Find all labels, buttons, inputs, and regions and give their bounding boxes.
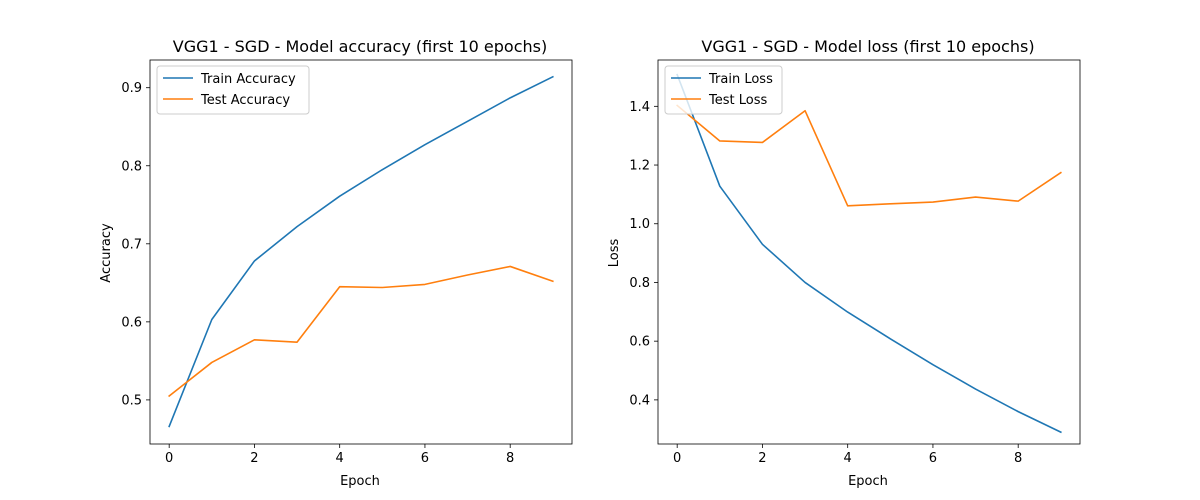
accuracy-legend-box [156, 65, 310, 115]
legend-label-train-accuracy: Train Accuracy [200, 72, 296, 87]
legend-label-test-loss: Test Loss [708, 93, 767, 108]
loss-plot-frame [657, 59, 1081, 445]
accuracy-y-tick-label: 0.7 [121, 237, 142, 252]
loss-y-tick-label: 0.6 [629, 335, 650, 350]
series-line-train-accuracy [168, 75, 554, 428]
accuracy-series [168, 75, 554, 428]
accuracy-x-tick-label: 0 [165, 451, 173, 466]
loss-x-tick-label: 6 [929, 451, 937, 466]
loss-x-tick-label: 0 [673, 451, 681, 466]
accuracy-chart-title: VGG1 - SGD - Model accuracy (first 10 ep… [173, 37, 547, 56]
accuracy-x-tick-label: 8 [506, 451, 514, 466]
accuracy-y-tick-label: 0.9 [121, 81, 142, 96]
legend-label-train-loss: Train Loss [708, 72, 773, 87]
accuracy-ticks: 0 2 4 6 8 0.5 0.6 0.7 0.8 0.9 [121, 81, 514, 466]
accuracy-x-tick-label: 6 [421, 451, 429, 466]
loss-legend: Train Loss Test Loss [664, 65, 783, 115]
loss-y-tick-label: 1.4 [629, 100, 650, 115]
legend-label-test-accuracy: Test Accuracy [200, 93, 290, 108]
loss-y-tick-label: 0.4 [629, 393, 650, 408]
accuracy-x-axis-label: Epoch [340, 474, 380, 489]
accuracy-chart: VGG1 - SGD - Model accuracy (first 10 ep… [99, 37, 573, 489]
loss-chart: VGG1 - SGD - Model loss (first 10 epochs… [607, 37, 1081, 489]
loss-series [676, 73, 1062, 434]
loss-chart-title: VGG1 - SGD - Model loss (first 10 epochs… [701, 37, 1034, 56]
loss-y-tick-label: 1.0 [629, 217, 650, 232]
loss-x-tick-label: 8 [1014, 451, 1022, 466]
accuracy-plot-frame [149, 59, 573, 445]
loss-x-tick-label: 2 [758, 451, 766, 466]
loss-x-axis-label: Epoch [848, 474, 888, 489]
loss-ticks: 0 2 4 6 8 0.4 0.6 0.8 1.0 1.2 1.4 [629, 100, 1022, 466]
loss-y-tick-label: 0.8 [629, 276, 650, 291]
loss-y-tick-label: 1.2 [629, 159, 650, 174]
loss-x-tick-label: 4 [844, 451, 852, 466]
accuracy-x-tick-label: 2 [250, 451, 258, 466]
series-line-test-accuracy [168, 265, 554, 398]
accuracy-legend: Train Accuracy Test Accuracy [156, 65, 310, 115]
series-line-test-loss [676, 104, 1062, 207]
accuracy-y-tick-label: 0.6 [121, 315, 142, 330]
accuracy-y-axis-label: Accuracy [99, 223, 114, 283]
accuracy-y-tick-label: 0.8 [121, 159, 142, 174]
accuracy-y-tick-label: 0.5 [121, 393, 142, 408]
series-line-train-loss [676, 73, 1062, 434]
accuracy-x-tick-label: 4 [336, 451, 344, 466]
loss-y-axis-label: Loss [607, 239, 622, 268]
